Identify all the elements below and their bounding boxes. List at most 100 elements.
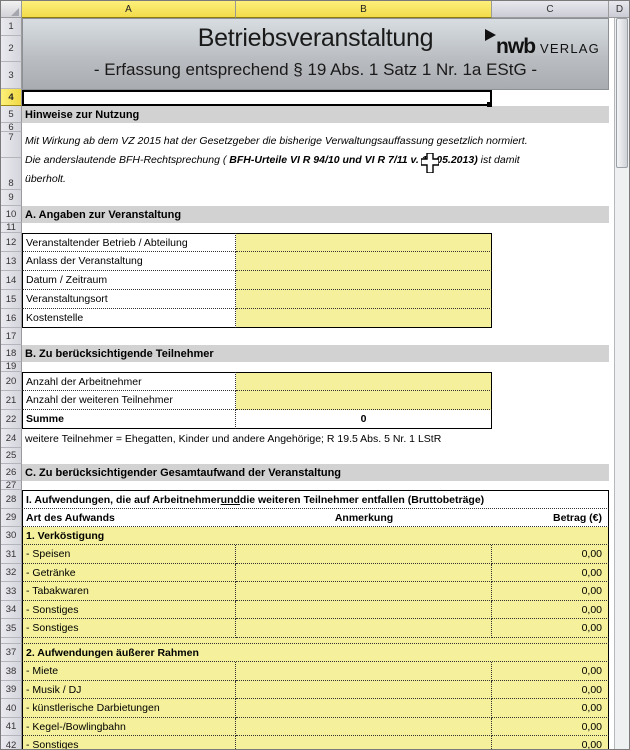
row-header-12[interactable]: 12	[1, 233, 22, 252]
row-header-11[interactable]: 11	[1, 223, 22, 233]
row-header-1[interactable]: 1	[1, 18, 22, 36]
item-note-kegel-bowlingbahn[interactable]	[236, 718, 492, 736]
row-header-4[interactable]: 4	[1, 89, 22, 106]
cell-c12[interactable]	[492, 233, 609, 252]
row-header-6[interactable]: 6	[1, 123, 22, 132]
row-15: Veranstaltungsort	[22, 290, 629, 309]
cell-a6[interactable]	[22, 123, 629, 132]
cell-a19[interactable]	[22, 362, 629, 372]
label-veranstaltender-betrieb: Veranstaltender Betrieb / Abteilung	[22, 233, 236, 252]
cell-a25[interactable]	[22, 448, 629, 464]
row-header-13[interactable]: 13	[1, 252, 22, 271]
vertical-scrollbar[interactable]	[614, 18, 629, 749]
row-header-26[interactable]: 26	[1, 464, 22, 481]
row-header-21[interactable]: 21	[1, 391, 22, 410]
row-header-16[interactable]: 16	[1, 309, 22, 328]
row-header-41[interactable]: 41	[1, 718, 22, 736]
item-amount-kegel-bowlingbahn[interactable]: 0,00	[492, 718, 609, 736]
row-header-29[interactable]: 29	[1, 509, 22, 527]
row-header-40[interactable]: 40	[1, 699, 22, 718]
cell-c21[interactable]	[492, 391, 609, 410]
cell-c22[interactable]	[492, 410, 609, 429]
row-header-42[interactable]: 42	[1, 736, 22, 749]
column-header-b[interactable]: B	[236, 1, 492, 18]
item-amount-speisen[interactable]: 0,00	[492, 545, 609, 564]
row-header-34[interactable]: 34	[1, 601, 22, 619]
row-header-39[interactable]: 39	[1, 681, 22, 699]
row-header-10[interactable]: 10	[1, 206, 22, 223]
subsection-i-pre: I. Aufwendungen, die auf Arbeitnehmer	[26, 493, 221, 506]
row-31: - Speisen 0,00	[22, 545, 629, 564]
cell-c14[interactable]	[492, 271, 609, 290]
row-header-15[interactable]: 15	[1, 290, 22, 309]
item-note-getraenke[interactable]	[236, 564, 492, 582]
item-note-speisen[interactable]	[236, 545, 492, 564]
row-header-3[interactable]: 3	[1, 62, 22, 89]
row-header-28[interactable]: 28	[1, 490, 22, 509]
item-note-musik-dj[interactable]	[236, 681, 492, 699]
row-32: - Getränke 0,00	[22, 564, 629, 582]
vertical-scrollbar-thumb[interactable]	[616, 18, 628, 168]
row-header-9[interactable]: 9	[1, 190, 22, 206]
row-header-7[interactable]: 7	[1, 132, 22, 158]
row-header-5[interactable]: 5	[1, 106, 22, 123]
item-amount-musik-dj[interactable]: 0,00	[492, 681, 609, 699]
column-header-a[interactable]: A	[22, 1, 236, 18]
row-header-32[interactable]: 32	[1, 564, 22, 582]
item-amount-miete[interactable]: 0,00	[492, 662, 609, 681]
cell-c16[interactable]	[492, 309, 609, 328]
row-7-8-note: Mit Wirkung ab dem VZ 2015 hat der Geset…	[22, 132, 629, 190]
cell-a17[interactable]	[22, 328, 629, 345]
select-all-corner-button[interactable]	[1, 1, 22, 18]
input-anzahl-arbeitnehmer[interactable]	[236, 372, 492, 391]
item-note-miete[interactable]	[236, 662, 492, 681]
item-amount-tabakwaren[interactable]: 0,00	[492, 582, 609, 601]
row-header-25[interactable]: 25	[1, 448, 22, 464]
item-note-sonstiges-1[interactable]	[236, 601, 492, 619]
item-note-sonstiges-2[interactable]	[236, 619, 492, 638]
row-header-35[interactable]: 35	[1, 619, 22, 638]
row-header-19[interactable]: 19	[1, 362, 22, 372]
item-amount-sonstiges-2[interactable]: 0,00	[492, 619, 609, 638]
row-header-8[interactable]: 8	[1, 158, 22, 190]
input-anlass[interactable]	[236, 252, 492, 271]
input-kostenstelle[interactable]	[236, 309, 492, 328]
row-header-27[interactable]: 27	[1, 481, 22, 490]
row-header-2[interactable]: 2	[1, 36, 22, 62]
item-amount-getraenke[interactable]: 0,00	[492, 564, 609, 582]
row-header-33[interactable]: 33	[1, 582, 22, 601]
row-header-18[interactable]: 18	[1, 345, 22, 362]
cell-c20[interactable]	[492, 372, 609, 391]
row-header-37[interactable]: 37	[1, 644, 22, 662]
input-veranstaltungsort[interactable]	[236, 290, 492, 309]
cell-c15[interactable]	[492, 290, 609, 309]
item-note-tabakwaren[interactable]	[236, 582, 492, 601]
fill-handle[interactable]	[487, 102, 492, 107]
hidden-row-36[interactable]	[22, 638, 609, 644]
item-amount-kuenstlerische-darbietungen[interactable]: 0,00	[492, 699, 609, 718]
row-header-20[interactable]: 20	[1, 372, 22, 391]
row-header-17[interactable]: 17	[1, 328, 22, 345]
row-header-24[interactable]: 24	[1, 429, 22, 448]
column-header-c[interactable]: C	[492, 1, 609, 18]
row-header-14[interactable]: 14	[1, 271, 22, 290]
cell-c4[interactable]	[492, 89, 609, 106]
input-anzahl-weitere-teilnehmer[interactable]	[236, 391, 492, 410]
cell-c13[interactable]	[492, 252, 609, 271]
cell-a11[interactable]	[22, 223, 629, 233]
active-cell-selection[interactable]	[22, 90, 492, 106]
item-amount-sonstiges-3[interactable]: 0,00	[492, 736, 609, 749]
item-note-sonstiges-3[interactable]	[236, 736, 492, 749]
item-amount-sonstiges-1[interactable]: 0,00	[492, 601, 609, 619]
row-header-31[interactable]: 31	[1, 545, 22, 564]
row-header-36-hidden[interactable]	[1, 638, 22, 644]
cell-a27[interactable]	[22, 481, 629, 490]
column-header-d[interactable]: D	[609, 1, 629, 18]
row-header-22[interactable]: 22	[1, 410, 22, 429]
input-veranstaltender-betrieb[interactable]	[236, 233, 492, 252]
row-header-30[interactable]: 30	[1, 527, 22, 545]
cell-a9[interactable]	[22, 190, 629, 206]
row-header-38[interactable]: 38	[1, 662, 22, 681]
input-datum-zeitraum[interactable]	[236, 271, 492, 290]
item-note-kuenstlerische-darbietungen[interactable]	[236, 699, 492, 718]
